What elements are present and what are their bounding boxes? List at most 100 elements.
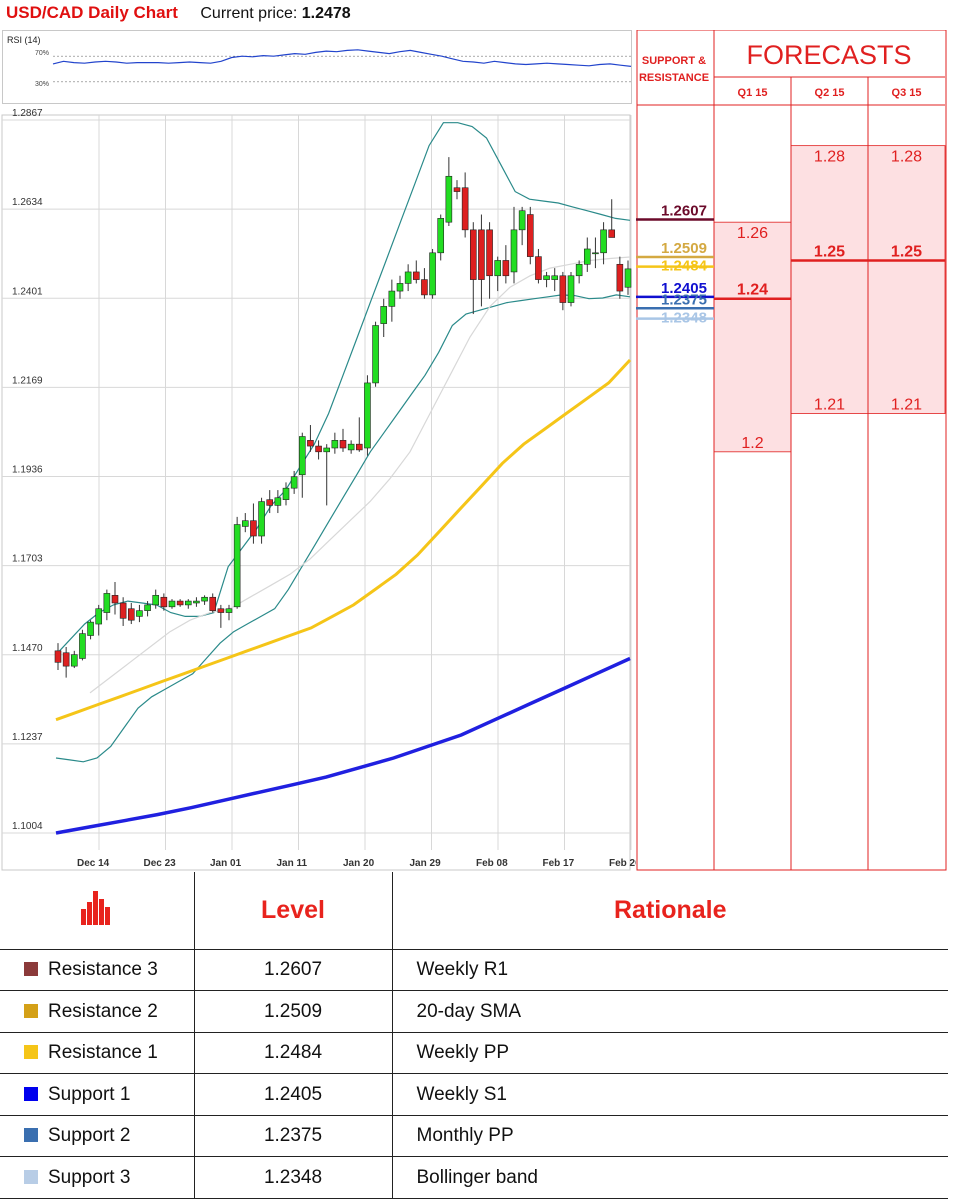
candle-body [217,608,225,613]
forecast-high-label: 1.28 [891,149,922,166]
candle-body [616,263,624,292]
level-rationale: Weekly S1 [392,1073,948,1116]
indicator-line [55,656,631,835]
rsi-plot [52,49,632,83]
candle-body [388,290,396,307]
x-tick-label: Dec 23 [144,858,177,869]
table-header-level: Level [194,872,393,950]
candle-body [608,229,616,238]
level-value: 1.2484 [194,1032,393,1075]
level-name: Resistance 2 [48,1000,158,1022]
candle-body [429,252,436,296]
forecast-title: FORECASTS [746,40,911,70]
sr-level-label: 1.2509 [661,240,707,257]
sr-label-line2: RESISTANCE [639,72,709,84]
candle-body [583,248,591,265]
level-name-cell: Resistance 2 [0,990,195,1033]
level-value: 1.2405 [194,1073,393,1116]
y-tick-label: 1.1004 [12,821,43,832]
candle-body [404,271,412,284]
x-tick-label: Feb 17 [543,858,575,869]
x-tick-label: Feb 26 [609,858,636,869]
candle-body [486,229,493,277]
quarter-label: Q1 15 [738,87,768,99]
candle-body [225,608,233,613]
candle-body [592,252,599,255]
price-value: 1.2478 [301,5,351,22]
candle-body [266,499,274,506]
candle-body [152,595,160,606]
level-rationale: Weekly PP [392,1032,948,1075]
table-row: Resistance 1 1.2484 Weekly PP [0,1032,948,1075]
indicator-line [55,294,631,763]
y-tick-label: 1.2634 [12,197,43,208]
candle-body [298,436,306,476]
forecast-range [713,221,792,453]
candle-body [437,218,445,254]
levels-table: Level Rationale Resistance 3 1.2607 Weekly… [0,872,948,1199]
forecast-mid-label: 1.24 [737,282,768,299]
levels-table-body: Resistance 3 1.2607 Weekly R1 Resistance 2 1… [0,949,948,1199]
y-tick-label: 1.1470 [12,643,43,654]
candle-body [168,600,176,608]
candle-body [111,595,119,604]
x-tick-label: Feb 08 [476,858,508,869]
level-name: Resistance 3 [48,959,158,981]
candle-body [510,229,518,273]
candle-body [323,447,331,453]
table-header-row: Level Rationale [0,872,948,950]
candle-body [535,256,542,280]
candle-body [290,476,298,489]
level-name-cell: Resistance 3 [0,949,195,992]
candle-body [518,210,526,231]
candle-body [54,650,62,663]
level-value: 1.2509 [194,990,393,1033]
candle-body [494,260,502,277]
candle-body [453,187,461,192]
forecast-range [790,145,869,414]
candle-body [95,608,103,625]
candle-body [445,175,453,223]
level-name: Support 1 [48,1083,131,1105]
level-name-cell: Resistance 1 [0,1032,195,1075]
candle-body [274,497,282,506]
y-tick-label: 1.2401 [12,286,43,297]
bar-chart-icon [80,891,110,926]
candle-body [79,633,86,659]
candle-body [87,621,94,636]
candle-body [364,382,371,449]
level-value: 1.2375 [194,1115,393,1158]
level-color-swatch [24,1128,38,1143]
candle-body [624,268,632,288]
candle-body [380,306,388,324]
y-tick-label: 1.2867 [12,108,43,119]
candle-body [250,520,257,537]
candle-body [62,652,70,667]
rsi-label: RSI (14) [7,35,41,45]
table-header-rationale: Rationale [392,872,948,950]
x-tick-label: Dec 14 [77,858,110,869]
candle-body [567,275,575,303]
candle-body [70,654,78,667]
chart-title: USD/CAD Daily Chart [6,3,178,22]
x-tick-label: Jan 01 [210,858,242,869]
y-tick-label: 1.1237 [12,732,43,743]
sr-level-label: 1.2348 [661,310,707,327]
candle-body [421,279,428,296]
level-rationale: Weekly R1 [392,949,948,992]
forecast-low-label: 1.21 [891,397,922,414]
candle-body [176,600,184,606]
candle-body [526,214,534,257]
candle-body [144,604,151,611]
candle-body [461,187,469,231]
table-row: Support 2 1.2375 Monthly PP [0,1115,948,1158]
candle-body [282,487,290,500]
candle-body [600,229,607,254]
forecast-low-label: 1.21 [814,397,845,414]
table-row: Resistance 2 1.2509 20-day SMA [0,990,948,1033]
level-rationale: Monthly PP [392,1115,948,1158]
rsi-level-low: 30% [35,81,50,88]
table-row: Support 3 1.2348 Bollinger band [0,1156,948,1199]
level-name-cell: Support 3 [0,1156,195,1199]
